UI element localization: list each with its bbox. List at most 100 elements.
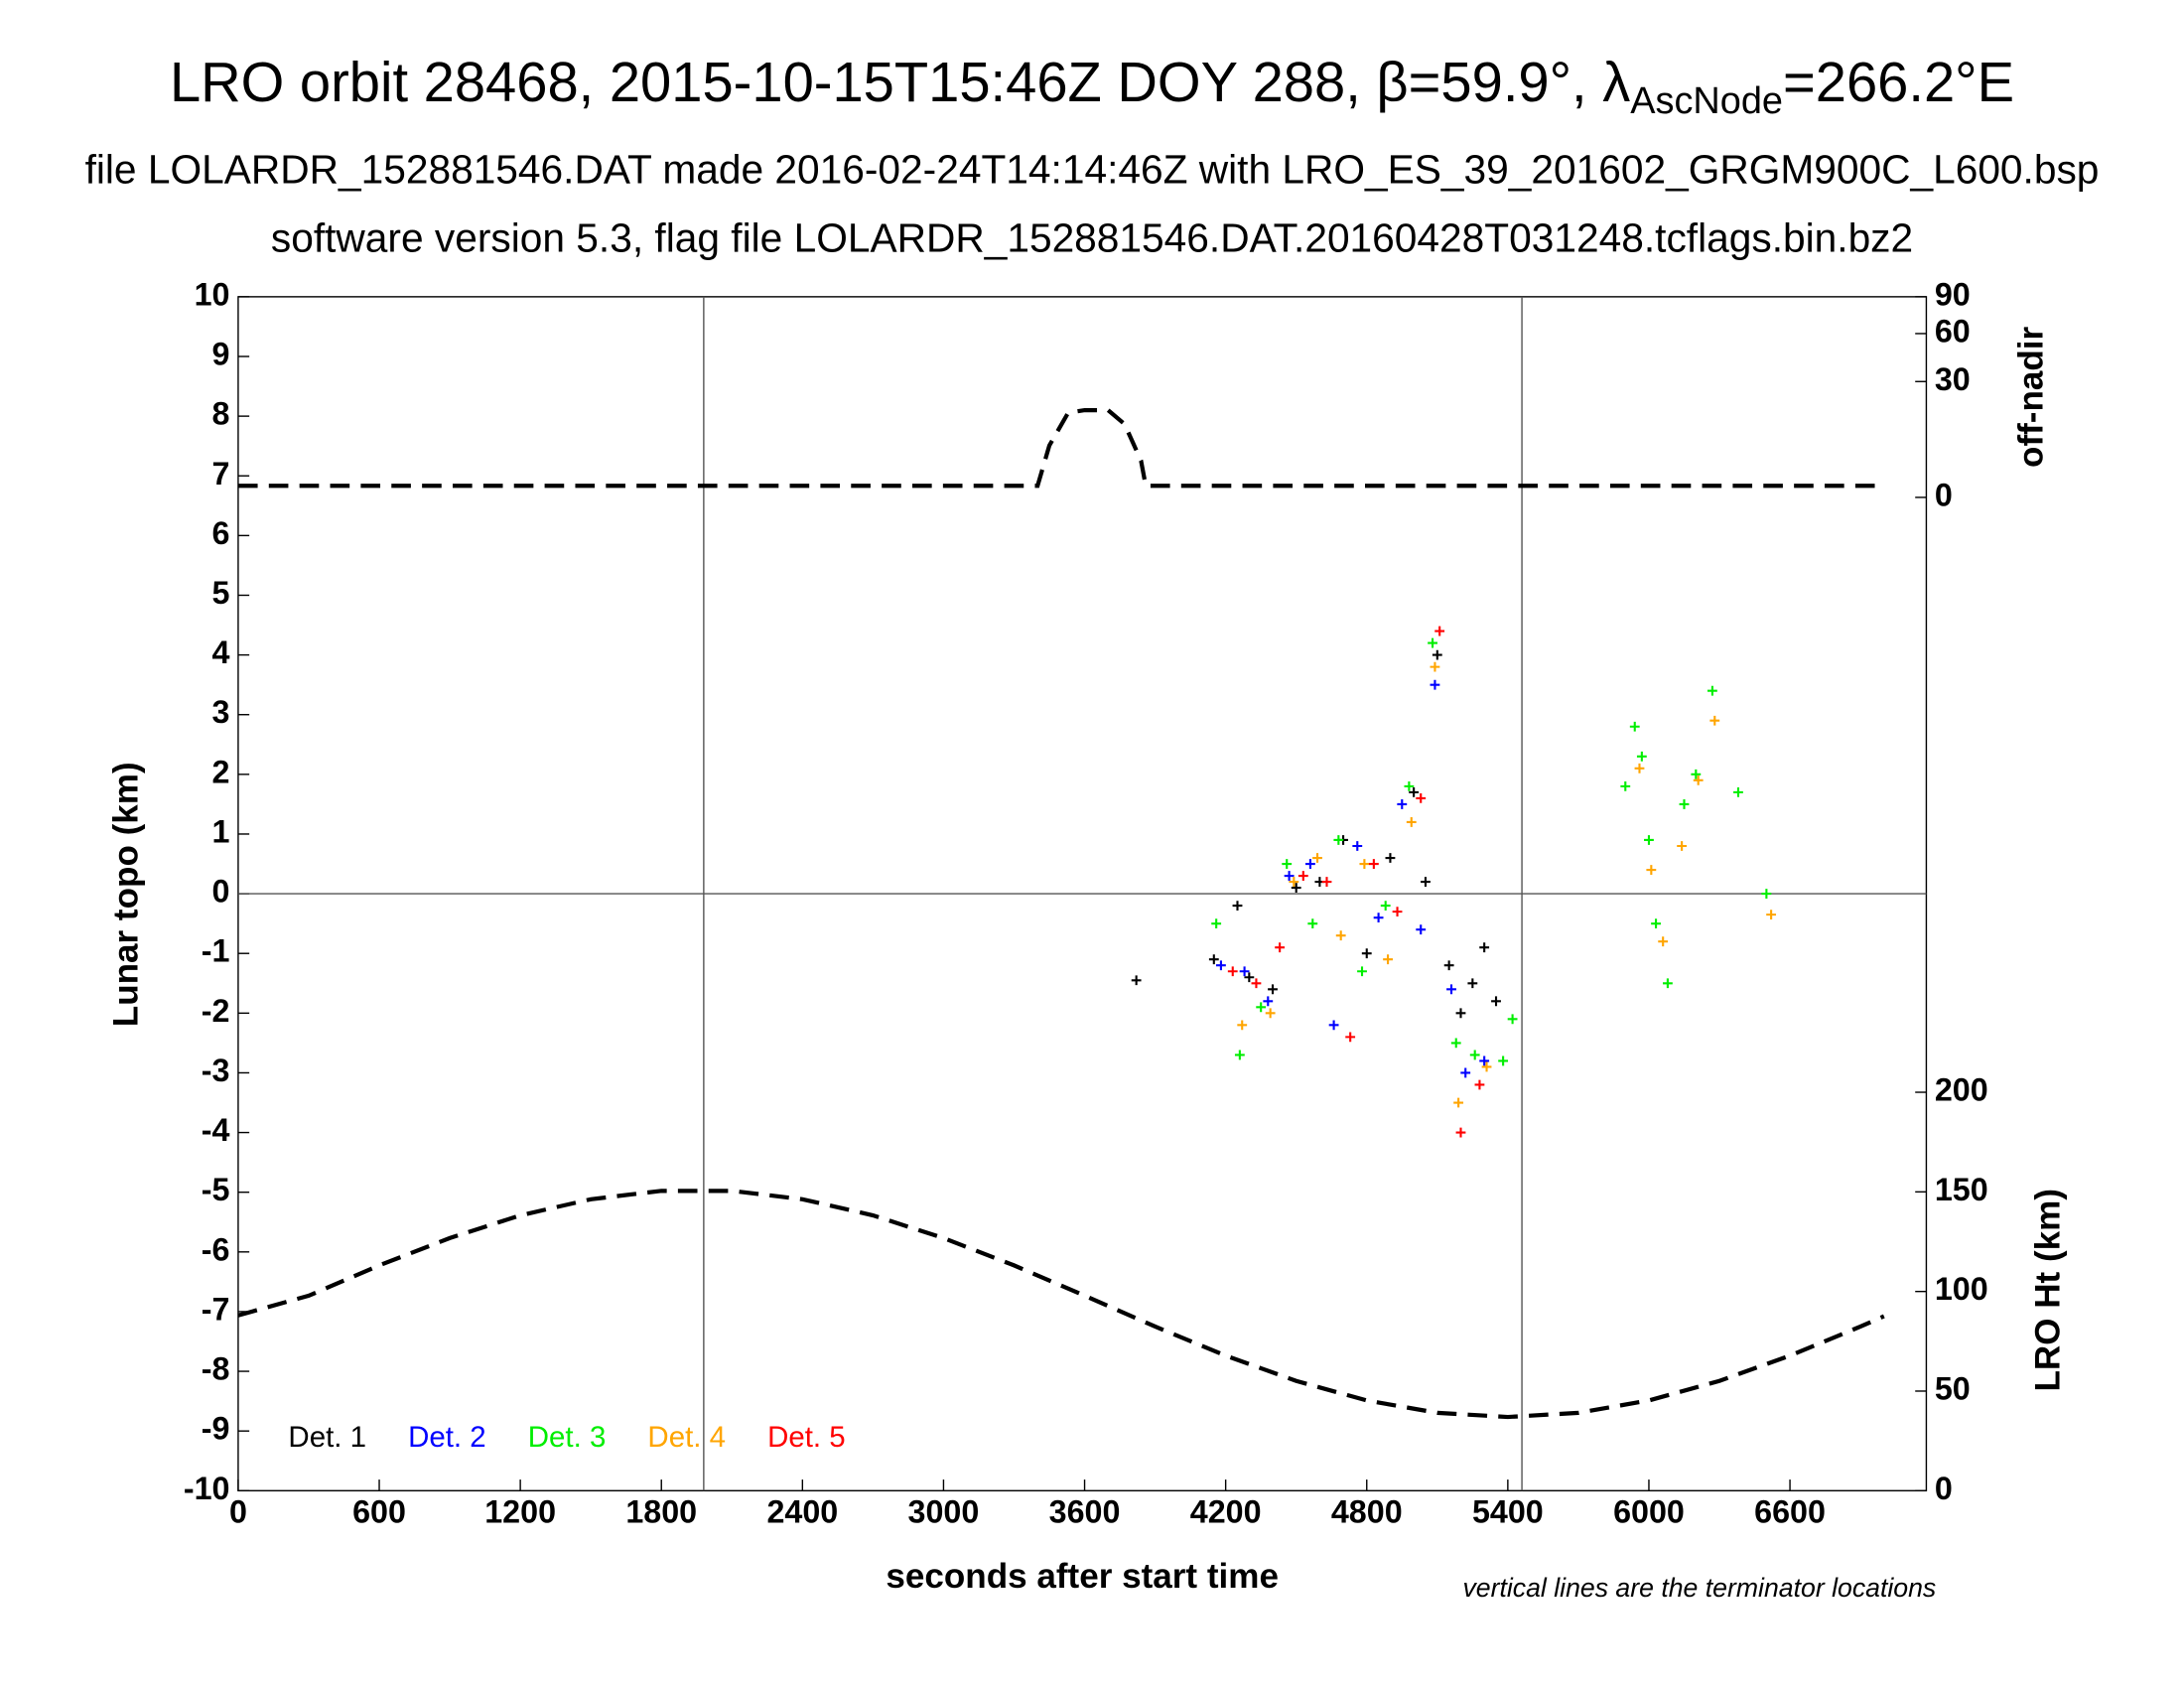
x-tick-label: 2400 [766, 1494, 838, 1530]
data-point [1691, 769, 1702, 779]
data-point [1352, 841, 1363, 851]
data-point [1677, 841, 1688, 851]
data-point [1761, 889, 1772, 900]
data-point [1216, 960, 1226, 971]
x-tick-label: 0 [229, 1494, 247, 1530]
data-point [1328, 1020, 1339, 1031]
legend-entry: Det. 1 [288, 1421, 366, 1454]
data-point [1693, 774, 1704, 785]
y-tick-label: 5 [212, 575, 230, 611]
dashed-line [237, 408, 1884, 489]
data-point [1446, 984, 1456, 995]
chart-title: LRO orbit 28468, 2015-10-15T15:46Z DOY 2… [170, 51, 2014, 122]
y2-tick-label: 50 [1935, 1371, 1971, 1407]
y-axis-label: Lunar topo (km) [106, 762, 145, 1027]
data-point [1321, 877, 1332, 887]
x-tick-label: 1800 [625, 1494, 697, 1530]
data-point [1227, 966, 1238, 977]
data-point [1333, 835, 1344, 845]
data-point [1268, 984, 1278, 995]
data-point [1634, 763, 1645, 774]
data-point [1244, 972, 1255, 983]
x-tick-label: 5400 [1472, 1494, 1544, 1530]
data-point [1644, 835, 1654, 845]
data-point [1291, 883, 1301, 893]
x-tick-label: 4200 [1190, 1494, 1262, 1530]
legend-entry: Det. 2 [408, 1421, 486, 1454]
x-tick-label: 4800 [1331, 1494, 1403, 1530]
data-point [1491, 996, 1501, 1007]
data-point [1709, 715, 1720, 726]
data-point [1380, 901, 1391, 912]
y-tick-label: -7 [202, 1291, 230, 1327]
x-tick-label: 600 [352, 1494, 406, 1530]
data-point [1432, 649, 1442, 660]
data-point [1211, 918, 1222, 929]
y-tick-label: 0 [212, 874, 230, 910]
y-tick-label: 1 [212, 813, 230, 849]
data-point [1467, 978, 1478, 989]
data-point [1430, 679, 1440, 690]
data-point [1651, 918, 1661, 929]
data-point [1251, 978, 1262, 989]
data-point [1430, 661, 1440, 672]
y2-tick-label: 100 [1935, 1271, 1988, 1307]
data-point [1385, 853, 1396, 863]
y-tick-label: 6 [212, 515, 230, 551]
data-point [1263, 996, 1274, 1007]
data-point [1733, 786, 1743, 797]
data-point [1455, 1127, 1466, 1138]
data-point [1368, 859, 1379, 869]
y3-axis-label: off-nadir [2012, 326, 2051, 468]
y2-tick-label: 150 [1935, 1172, 1988, 1207]
data-point [1234, 1050, 1245, 1060]
data-point [1237, 1020, 1248, 1031]
x-tick-label: 1200 [484, 1494, 556, 1530]
data-point [1620, 780, 1631, 791]
data-point [1766, 910, 1777, 920]
subtitle: file LOLARDR_152881546.DAT made 2016-02-… [85, 147, 2100, 193]
data-point [1421, 877, 1431, 887]
data-point [1131, 975, 1142, 986]
data-point [1404, 780, 1415, 791]
y-tick-label: 7 [212, 456, 230, 492]
data-point [1284, 871, 1295, 881]
note: vertical lines are the terminator locati… [1462, 1573, 1936, 1603]
data-point [1479, 942, 1490, 953]
data-point [1239, 966, 1250, 977]
data-point [1256, 1002, 1267, 1013]
x-tick-label: 6600 [1754, 1494, 1826, 1530]
y-tick-label: 3 [212, 694, 230, 730]
data-point [1479, 1055, 1490, 1066]
data-point [1409, 786, 1420, 797]
data-point [1658, 936, 1669, 947]
y-tick-label: -6 [202, 1231, 230, 1267]
data-point [1373, 913, 1384, 923]
y2-axis-label: LRO Ht (km) [2029, 1189, 2068, 1392]
y-tick-label: 2 [212, 754, 230, 789]
data-point [1706, 685, 1717, 696]
data-point [1460, 1067, 1471, 1078]
data-point [1383, 954, 1393, 965]
legend-entry: Det. 4 [647, 1421, 726, 1454]
data-point [1361, 948, 1372, 959]
x-axis-label: seconds after start time [886, 1557, 1279, 1596]
data-point [1359, 859, 1370, 869]
data-point [1275, 942, 1286, 953]
data-point [1507, 1014, 1518, 1025]
data-point [1406, 817, 1417, 827]
data-point [1679, 798, 1690, 809]
data-point [1646, 865, 1657, 875]
y-tick-label: 8 [212, 396, 230, 432]
data-point [1474, 1079, 1485, 1090]
y-tick-label: -8 [202, 1351, 230, 1387]
data-point [1307, 918, 1318, 929]
y-tick-label: -10 [184, 1471, 230, 1506]
data-point [1450, 1038, 1461, 1049]
y-tick-label: -4 [202, 1112, 230, 1148]
x-tick-label: 3000 [908, 1494, 980, 1530]
legend-entry: Det. 5 [767, 1421, 846, 1454]
data-point [1481, 1061, 1492, 1072]
data-point [1289, 877, 1299, 887]
x-tick-label: 3600 [1049, 1494, 1121, 1530]
